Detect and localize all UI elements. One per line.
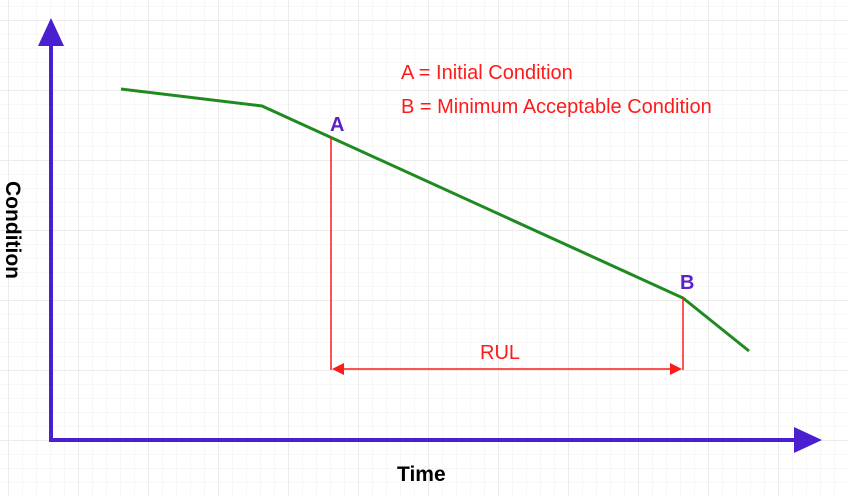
legend-minimum-acceptable-condition: B = Minimum Acceptable Condition — [401, 96, 712, 118]
point-b-label: B — [680, 272, 695, 294]
condition-curve — [120, 87, 750, 353]
rul-label: RUL — [480, 342, 521, 364]
x-axis-arrowhead — [794, 427, 822, 453]
rul-arrow-right-head — [670, 363, 682, 375]
x-axis-label: Time — [397, 463, 446, 486]
y-axis-arrowhead — [38, 18, 64, 46]
point-a-label: A — [330, 114, 345, 136]
y-axis-label: Condition — [1, 181, 24, 279]
legend-initial-condition: A = Initial Condition — [401, 62, 573, 84]
rul-arrow-left-head — [332, 363, 344, 375]
